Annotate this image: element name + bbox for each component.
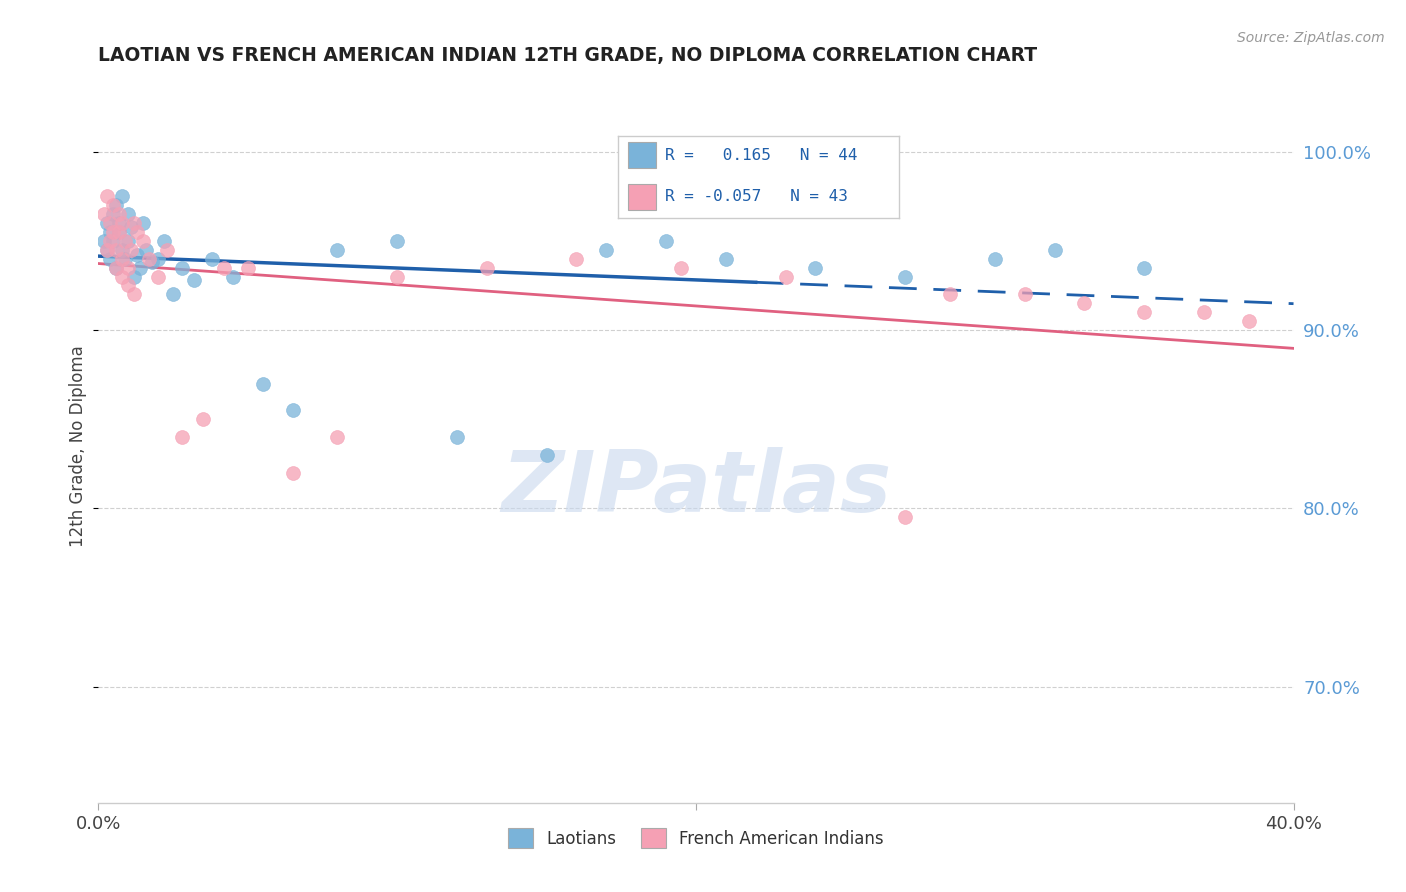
- Point: [124, 269, 146, 284]
- Point: [475, 260, 498, 275]
- Point: [124, 216, 146, 230]
- Point: [132, 216, 155, 230]
- Point: [894, 510, 917, 524]
- Point: [117, 278, 139, 293]
- Point: [1014, 287, 1036, 301]
- Point: [148, 269, 170, 284]
- Point: [108, 225, 131, 239]
- Point: [114, 252, 136, 266]
- Point: [183, 273, 205, 287]
- Point: [1133, 260, 1156, 275]
- Point: [252, 376, 274, 391]
- Point: [103, 225, 125, 239]
- Point: [117, 207, 139, 221]
- Point: [775, 269, 797, 284]
- Point: [124, 287, 146, 301]
- Point: [98, 225, 122, 239]
- Point: [105, 243, 128, 257]
- Point: [96, 189, 118, 203]
- Point: [804, 260, 827, 275]
- Point: [98, 216, 122, 230]
- Point: [201, 252, 224, 266]
- Point: [120, 219, 142, 234]
- Point: [714, 252, 737, 266]
- Y-axis label: 12th Grade, No Diploma: 12th Grade, No Diploma: [69, 345, 87, 547]
- Point: [212, 260, 235, 275]
- Point: [191, 412, 214, 426]
- Point: [93, 234, 115, 248]
- Point: [1237, 314, 1260, 328]
- Point: [236, 260, 259, 275]
- Point: [1192, 305, 1215, 319]
- Point: [326, 430, 349, 444]
- Point: [103, 207, 125, 221]
- Point: [153, 234, 176, 248]
- Point: [595, 243, 617, 257]
- Point: [114, 234, 136, 248]
- Point: [1073, 296, 1095, 310]
- Point: [105, 260, 128, 275]
- Point: [135, 243, 157, 257]
- Point: [1043, 243, 1066, 257]
- Point: [117, 234, 139, 248]
- Point: [117, 260, 139, 275]
- Point: [127, 225, 149, 239]
- Point: [536, 448, 558, 462]
- Point: [281, 466, 304, 480]
- Point: [111, 216, 134, 230]
- Point: [939, 287, 962, 301]
- Point: [326, 243, 349, 257]
- Text: LAOTIAN VS FRENCH AMERICAN INDIAN 12TH GRADE, NO DIPLOMA CORRELATION CHART: LAOTIAN VS FRENCH AMERICAN INDIAN 12TH G…: [98, 46, 1038, 65]
- Point: [138, 252, 160, 266]
- Point: [132, 234, 155, 248]
- Point: [108, 225, 131, 239]
- Point: [162, 287, 184, 301]
- Point: [96, 243, 118, 257]
- Point: [655, 234, 678, 248]
- Point: [105, 198, 128, 212]
- Point: [108, 216, 131, 230]
- Point: [96, 216, 118, 230]
- Point: [222, 269, 245, 284]
- Point: [98, 252, 122, 266]
- Point: [96, 243, 118, 257]
- Point: [108, 207, 131, 221]
- Point: [385, 234, 409, 248]
- Point: [984, 252, 1007, 266]
- Point: [148, 252, 170, 266]
- Point: [129, 260, 152, 275]
- Point: [281, 403, 304, 417]
- Point: [111, 269, 134, 284]
- Point: [111, 243, 134, 257]
- Point: [93, 207, 115, 221]
- Point: [156, 243, 179, 257]
- Text: Source: ZipAtlas.com: Source: ZipAtlas.com: [1237, 31, 1385, 45]
- Text: ZIPatlas: ZIPatlas: [501, 447, 891, 531]
- Point: [111, 189, 134, 203]
- Point: [172, 430, 194, 444]
- Point: [446, 430, 468, 444]
- Point: [120, 243, 142, 257]
- Point: [98, 234, 122, 248]
- Point: [105, 260, 128, 275]
- Point: [141, 255, 163, 269]
- Point: [172, 260, 194, 275]
- Point: [385, 269, 409, 284]
- Point: [127, 248, 149, 262]
- Legend: Laotians, French American Indians: Laotians, French American Indians: [501, 822, 891, 855]
- Point: [1133, 305, 1156, 319]
- Point: [103, 198, 125, 212]
- Point: [565, 252, 588, 266]
- Point: [669, 260, 692, 275]
- Point: [894, 269, 917, 284]
- Point: [103, 234, 125, 248]
- Point: [111, 252, 134, 266]
